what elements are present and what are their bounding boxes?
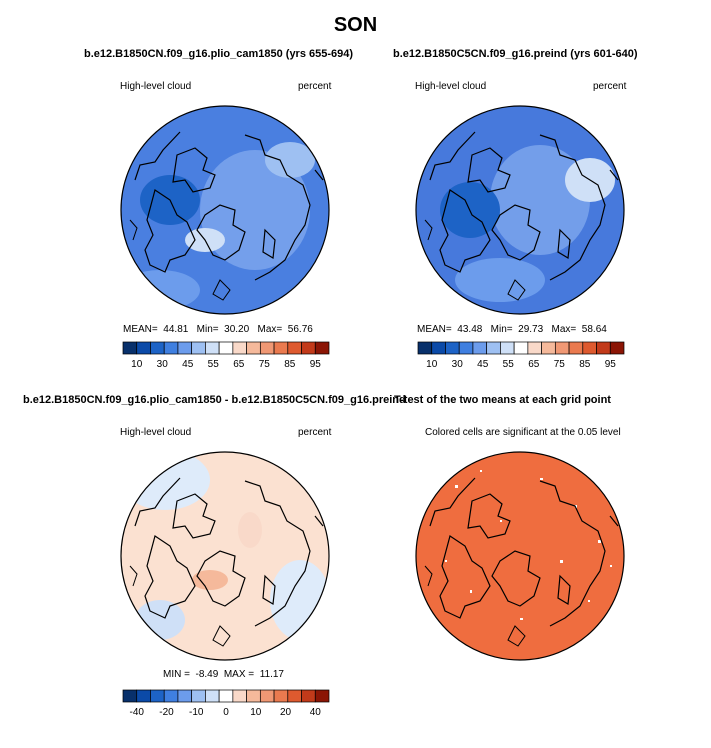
panel3-map-border [120, 451, 330, 661]
cb2-tick-label: 95 [605, 359, 617, 370]
panel1-variable-label: High-level cloud [120, 81, 192, 92]
panel1-units-label: percent [298, 81, 332, 92]
cb1-tick-label: 85 [284, 359, 296, 370]
panel4-map-border [415, 451, 625, 661]
cb1-swatch [122, 341, 138, 355]
cb1-swatch [259, 341, 275, 355]
cb3-tick-label: 10 [250, 707, 262, 718]
cb2-swatch [431, 341, 446, 355]
panel2-units-label: percent [593, 81, 627, 92]
cb2-swatch [527, 341, 542, 355]
cb1-swatch [136, 341, 151, 355]
cb1-swatch [232, 341, 247, 355]
cb2-swatch [596, 341, 611, 355]
cb2-tick-label: 45 [477, 359, 489, 370]
cb2-tick-label: 65 [528, 359, 540, 370]
cb3-swatch [287, 689, 302, 703]
cb1-swatch [246, 341, 261, 355]
panel3-colorbar: -40 -20 -10 0 10 20 40 [122, 689, 330, 718]
panel3-map [120, 451, 330, 661]
cb1-tick-label: 30 [157, 359, 169, 370]
cb3-swatch [218, 689, 234, 703]
cb1-swatch [287, 341, 302, 355]
cb2-swatch [417, 341, 433, 355]
cb3-tick-label: 20 [280, 707, 292, 718]
cb2-swatch [486, 341, 501, 355]
cb1-swatch [273, 341, 289, 355]
panel3-title: b.e12.B1850CN.f09_g16.plio_cam1850 - b.e… [23, 394, 406, 406]
cb3-swatch [301, 689, 316, 703]
panel4-map [415, 451, 625, 661]
cb1-swatch [218, 341, 234, 355]
cb3-swatch [136, 689, 151, 703]
cb1-tick-label: 55 [208, 359, 220, 370]
cb1-swatch [314, 341, 330, 355]
cb2-swatch [554, 341, 570, 355]
cb3-tick-label: -40 [130, 707, 145, 718]
cb2-tick-label: 30 [452, 359, 464, 370]
page-title: SON [333, 14, 378, 36]
panel4-title: T-test of the two means at each grid poi… [394, 394, 611, 406]
cb1-swatch [150, 341, 165, 355]
cb2-tick-label: 10 [426, 359, 438, 370]
cb2-swatch [609, 341, 625, 355]
panel2-stats: MEAN= 43.48 Min= 29.73 Max= 58.64 [417, 324, 607, 335]
cb3-tick-label: 40 [310, 707, 322, 718]
cb2-swatch [582, 341, 597, 355]
cb2-swatch [541, 341, 556, 355]
cb2-tick-label: 85 [579, 359, 591, 370]
cb2-swatch [472, 341, 488, 355]
cb3-swatch [177, 689, 193, 703]
cb3-swatch [246, 689, 261, 703]
cb2-swatch [568, 341, 584, 355]
cb3-swatch [314, 689, 330, 703]
cb3-swatch [273, 689, 289, 703]
cb3-swatch [122, 689, 138, 703]
panel4-nonsignificant-cells [445, 470, 612, 620]
panel2-colorbar: 10 30 45 55 65 75 85 95 [417, 341, 625, 370]
panel1-stats: MEAN= 44.81 Min= 30.20 Max= 56.76 [123, 324, 313, 335]
panel2-variable-label: High-level cloud [415, 81, 487, 92]
cb3-swatch [205, 689, 220, 703]
cb2-swatch [445, 341, 460, 355]
cb1-tick-label: 10 [131, 359, 143, 370]
cb3-swatch [259, 689, 275, 703]
panel3-units-label: percent [298, 427, 332, 438]
cb1-swatch [301, 341, 316, 355]
cb2-tick-label: 75 [554, 359, 566, 370]
panel2-field-patches [440, 145, 615, 302]
cb1-swatch [191, 341, 206, 355]
cb1-swatch [163, 341, 179, 355]
cb3-swatch [191, 689, 206, 703]
panel1-map-border [120, 105, 330, 315]
cb3-swatch [150, 689, 165, 703]
cb1-swatch [177, 341, 193, 355]
cb1-tick-label: 45 [182, 359, 194, 370]
panel2-map [415, 105, 625, 315]
panel1-colorbar: 10 30 45 55 65 75 85 95 [122, 341, 330, 370]
cb3-swatch [232, 689, 247, 703]
cb1-tick-label: 65 [233, 359, 245, 370]
panel2-map-border [415, 105, 625, 315]
panel1-map [120, 105, 330, 315]
panel2-title: b.e12.B1850C5CN.f09_g16.preind (yrs 601-… [393, 48, 638, 60]
cb3-tick-label: -20 [159, 707, 174, 718]
cb3-swatch [163, 689, 179, 703]
cb2-tick-label: 55 [503, 359, 515, 370]
cb2-swatch [500, 341, 515, 355]
panel4-field [416, 452, 624, 660]
cb3-tick-label: -10 [189, 707, 204, 718]
panel3-stats: MIN = -8.49 MAX = 11.17 [163, 669, 284, 680]
cb1-tick-label: 95 [310, 359, 322, 370]
panel4-annotation: Colored cells are significant at the 0.0… [425, 427, 621, 438]
cb2-swatch [458, 341, 474, 355]
cb1-swatch [205, 341, 220, 355]
panel1-title: b.e12.B1850CN.f09_g16.plio_cam1850 (yrs … [84, 48, 354, 60]
cb3-tick-label: 0 [223, 707, 229, 718]
panel3-variable-label: High-level cloud [120, 427, 192, 438]
cb2-swatch [513, 341, 529, 355]
cb1-tick-label: 75 [259, 359, 271, 370]
